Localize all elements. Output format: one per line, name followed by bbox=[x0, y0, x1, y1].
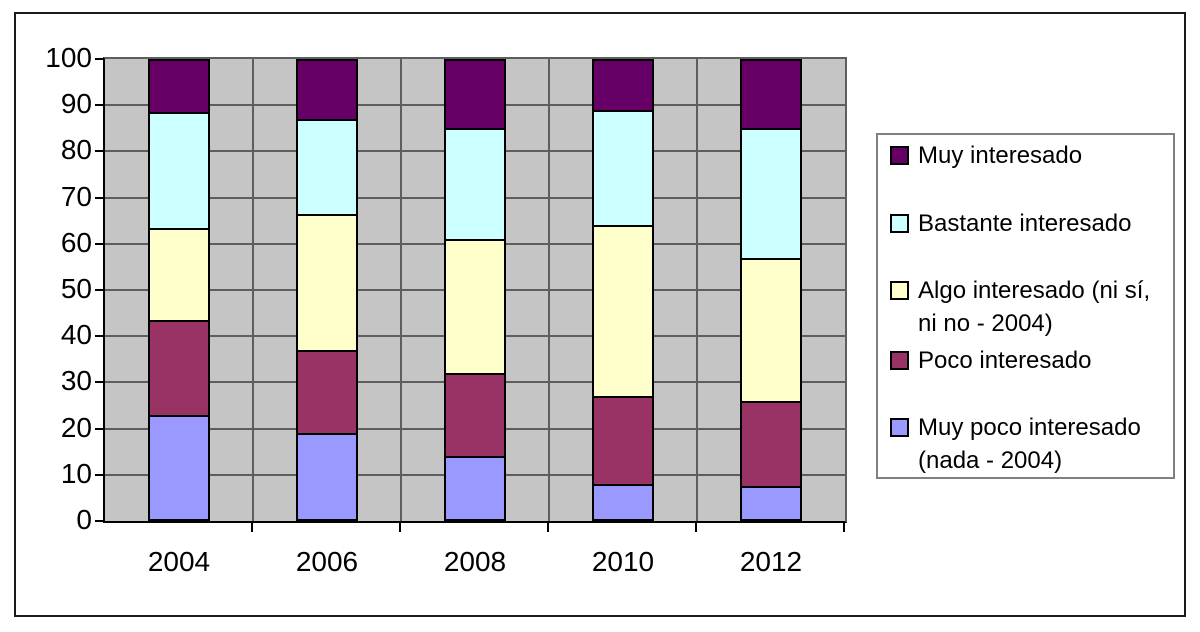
bar-segment-algo-interesado-2010 bbox=[592, 225, 654, 399]
bar-segment-poco-interesado-2004 bbox=[148, 320, 210, 417]
legend-swatch-icon bbox=[890, 351, 909, 370]
gridline-x-3 bbox=[548, 59, 550, 521]
x-tick-label-2010: 2010 bbox=[591, 546, 655, 577]
y-tick-label-30: 30 bbox=[60, 365, 92, 397]
bar-segment-muy-poco-interesado-2008 bbox=[444, 456, 506, 521]
bar-segment-bastante-interesado-2012 bbox=[740, 128, 802, 260]
x-tick-mark-4 bbox=[695, 523, 697, 532]
y-tick-mark-30 bbox=[95, 381, 103, 384]
gridline-x-2 bbox=[400, 59, 402, 521]
y-tick-label-0: 0 bbox=[76, 504, 92, 535]
legend-item-algo-interesado: Algo interesado (ni sí, ni no - 2004) bbox=[890, 274, 1169, 340]
y-tick-label-50: 50 bbox=[60, 273, 92, 304]
y-tick-mark-50 bbox=[95, 289, 103, 291]
y-tick-label-100: 100 bbox=[45, 42, 92, 73]
y-tick-mark-100 bbox=[95, 58, 103, 60]
legend-label: Algo interesado (ni sí, ni no - 2004) bbox=[918, 277, 1151, 337]
y-tick-mark-20 bbox=[95, 427, 103, 430]
bar-segment-algo-interesado-2012 bbox=[740, 257, 802, 403]
legend-swatch-icon bbox=[890, 214, 909, 233]
legend-label: Poco interesado bbox=[918, 347, 1092, 374]
bar-segment-muy-interesado-2012 bbox=[740, 59, 802, 131]
legend-item-muy-poco-interesado: Muy poco interesado (nada - 2004) bbox=[890, 411, 1169, 477]
x-tick-mark-2 bbox=[399, 523, 401, 532]
legend: Muy interesado Bastante interesado Algo in… bbox=[876, 133, 1175, 479]
y-tick-label-90: 90 bbox=[60, 88, 92, 120]
bar-segment-muy-poco-interesado-2010 bbox=[592, 484, 654, 521]
y-tick-mark-70 bbox=[95, 196, 103, 199]
legend-label: Muy interesado bbox=[918, 142, 1083, 169]
legend-item-bastante-interesado: Bastante interesado bbox=[890, 207, 1169, 240]
bar-segment-algo-interesado-2008 bbox=[444, 239, 506, 376]
bar-segment-bastante-interesado-2010 bbox=[592, 109, 654, 228]
x-tick-mark-5 bbox=[843, 523, 845, 532]
y-tick-mark-0 bbox=[95, 520, 103, 522]
y-tick-mark-10 bbox=[95, 473, 103, 476]
x-tick-label-2006: 2006 bbox=[295, 546, 359, 577]
legend-swatch-icon bbox=[890, 418, 909, 437]
x-tick-label-2008: 2008 bbox=[443, 546, 507, 577]
bar-segment-poco-interesado-2008 bbox=[444, 373, 506, 459]
bar-segment-algo-interesado-2006 bbox=[296, 213, 358, 353]
bar-segment-muy-poco-interesado-2012 bbox=[740, 486, 802, 521]
x-tick-mark-3 bbox=[547, 523, 549, 532]
bar-segment-muy-poco-interesado-2004 bbox=[148, 414, 210, 521]
y-tick-label-10: 10 bbox=[60, 457, 92, 489]
y-tick-mark-90 bbox=[95, 104, 103, 107]
chart-border-frame bbox=[14, 12, 1186, 617]
y-tick-label-80: 80 bbox=[60, 134, 92, 166]
bar-segment-poco-interesado-2012 bbox=[740, 400, 802, 489]
bar-segment-muy-poco-interesado-2006 bbox=[296, 433, 358, 521]
bar-segment-muy-interesado-2010 bbox=[592, 59, 654, 112]
legend-item-poco-interesado: Poco interesado bbox=[890, 344, 1169, 377]
legend-item-muy-interesado: Muy interesado bbox=[890, 139, 1169, 172]
x-tick-label-2004: 2004 bbox=[147, 546, 211, 577]
x-tick-label-2012: 2012 bbox=[739, 546, 803, 577]
bar-segment-poco-interesado-2006 bbox=[296, 350, 358, 436]
legend-swatch-icon bbox=[890, 146, 909, 165]
x-tick-mark-1 bbox=[251, 523, 253, 532]
y-tick-label-70: 70 bbox=[60, 180, 92, 212]
y-tick-label-20: 20 bbox=[60, 411, 92, 443]
bar-segment-algo-interesado-2004 bbox=[148, 227, 210, 323]
y-tick-mark-80 bbox=[95, 150, 103, 153]
bar-segment-muy-interesado-2006 bbox=[296, 59, 358, 122]
legend-label: Bastante interesado bbox=[918, 210, 1132, 237]
legend-label: Muy poco interesado (nada - 2004) bbox=[918, 414, 1141, 474]
bar-segment-bastante-interesado-2006 bbox=[296, 119, 358, 216]
y-tick-mark-60 bbox=[95, 242, 103, 245]
legend-swatch-icon bbox=[890, 281, 909, 300]
plot-area bbox=[103, 57, 847, 523]
y-tick-label-40: 40 bbox=[60, 319, 92, 351]
bar-segment-bastante-interesado-2008 bbox=[444, 128, 506, 242]
y-tick-mark-40 bbox=[95, 335, 103, 338]
bar-segment-muy-interesado-2008 bbox=[444, 59, 506, 131]
y-tick-label-60: 60 bbox=[60, 226, 92, 258]
gridline-x-4 bbox=[696, 59, 698, 521]
bar-segment-muy-interesado-2004 bbox=[148, 59, 210, 115]
bar-segment-bastante-interesado-2004 bbox=[148, 112, 210, 230]
bar-segment-poco-interesado-2010 bbox=[592, 396, 654, 487]
gridline-x-1 bbox=[252, 59, 254, 521]
